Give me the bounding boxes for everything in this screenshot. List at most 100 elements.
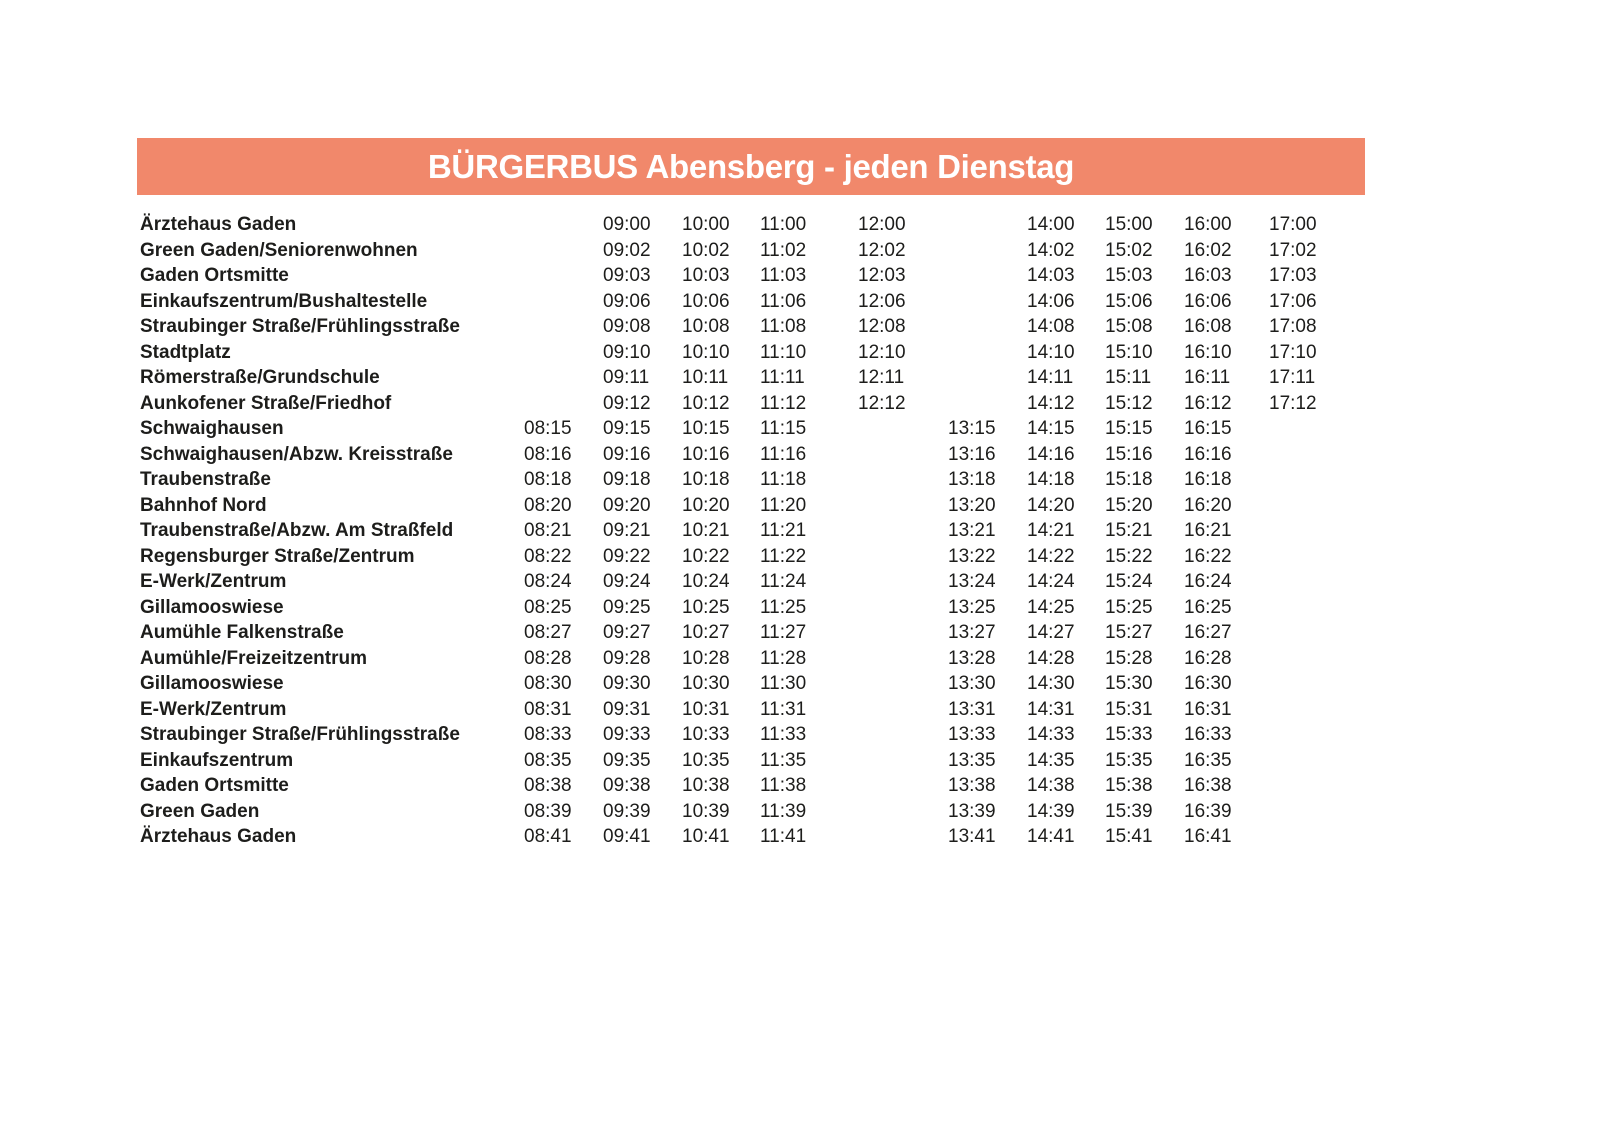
departure-time: 13:27 bbox=[948, 622, 996, 643]
departure-time: 11:15 bbox=[760, 418, 807, 439]
stop-name: Einkaufszentrum bbox=[140, 749, 294, 771]
departure-time: 11:02 bbox=[760, 239, 807, 261]
departure-time: 17:08 bbox=[1269, 316, 1317, 337]
departure-time: 11:24 bbox=[760, 571, 807, 592]
departure-time: 16:18 bbox=[1184, 469, 1232, 490]
departure-time: 11:10 bbox=[760, 341, 807, 363]
departure-time bbox=[1269, 442, 1329, 468]
stop-name: Regensburger Straße/Zentrum bbox=[140, 545, 415, 567]
stop-name: Einkaufszentrum/Bushaltestelle bbox=[140, 290, 428, 312]
departure-time: 14:31 bbox=[1027, 698, 1075, 720]
departure-time bbox=[1269, 646, 1329, 672]
departure-time: 09:22 bbox=[603, 545, 651, 567]
departure-time: 14:35 bbox=[1027, 749, 1075, 771]
departure-time: 10:39 bbox=[682, 800, 730, 822]
departure-time bbox=[858, 671, 948, 697]
departure-time: 10:41 bbox=[682, 826, 730, 847]
departure-time: 12:11 bbox=[858, 367, 905, 388]
departure-time: 16:03 bbox=[1184, 265, 1232, 286]
departure-time: 08:25 bbox=[524, 596, 572, 618]
departure-time: 15:41 bbox=[1105, 826, 1153, 847]
stop-name: Gaden Ortsmitte bbox=[140, 775, 289, 796]
departure-time bbox=[524, 212, 603, 238]
departure-time: 13:22 bbox=[948, 545, 996, 567]
departure-time: 13:24 bbox=[948, 571, 996, 592]
departure-time: 12:00 bbox=[858, 214, 906, 235]
departure-time: 15:11 bbox=[1105, 367, 1152, 388]
departure-time: 14:33 bbox=[1027, 724, 1075, 745]
departure-time: 10:06 bbox=[682, 290, 730, 312]
departure-time: 15:30 bbox=[1105, 673, 1153, 694]
departure-time: 14:22 bbox=[1027, 545, 1075, 567]
departure-time bbox=[948, 212, 1027, 238]
departure-time: 14:20 bbox=[1027, 494, 1075, 516]
departure-time bbox=[948, 263, 1027, 289]
departure-time: 16:24 bbox=[1184, 571, 1232, 592]
stop-name: Straubinger Straße/Frühlingsstraße bbox=[140, 316, 460, 337]
departure-time: 16:06 bbox=[1184, 290, 1232, 312]
departure-time: 14:11 bbox=[1027, 367, 1074, 388]
timetable-row: Gillamooswiese 08:30 09:30 10:30 11:30 13:30 1… bbox=[140, 671, 1329, 697]
departure-time: 11:35 bbox=[760, 749, 807, 771]
timetable-row: Ärztehaus Gaden 09:00 10:00 11:00 12:00 14:00… bbox=[140, 212, 1329, 238]
departure-time bbox=[858, 799, 948, 825]
departure-time: 10:22 bbox=[682, 545, 730, 567]
departure-time: 10:00 bbox=[682, 214, 730, 235]
departure-time: 09:38 bbox=[603, 775, 651, 796]
departure-time: 08:27 bbox=[524, 622, 572, 643]
timetable-row: Gaden Ortsmitte 08:38 09:38 10:38 11:38 13:38… bbox=[140, 773, 1329, 799]
departure-time: 10:02 bbox=[682, 239, 730, 261]
departure-time bbox=[1269, 773, 1329, 799]
departure-time: 10:27 bbox=[682, 622, 730, 643]
departure-time: 09:15 bbox=[603, 418, 651, 439]
departure-time: 14:00 bbox=[1027, 214, 1075, 235]
departure-time bbox=[1269, 544, 1329, 570]
departure-time: 10:24 bbox=[682, 571, 730, 592]
departure-time bbox=[1269, 824, 1329, 850]
departure-time bbox=[1269, 416, 1329, 442]
departure-time: 15:06 bbox=[1105, 290, 1153, 312]
stop-name: Straubinger Straße/Frühlingsstraße bbox=[140, 724, 460, 745]
departure-time: 09:27 bbox=[603, 622, 651, 643]
departure-time: 16:12 bbox=[1184, 392, 1232, 414]
departure-time: 08:35 bbox=[524, 749, 572, 771]
departure-time: 14:08 bbox=[1027, 316, 1075, 337]
departure-time: 15:22 bbox=[1105, 545, 1153, 567]
departure-time bbox=[948, 340, 1027, 366]
departure-time: 09:02 bbox=[603, 239, 651, 261]
departure-time: 10:03 bbox=[682, 265, 730, 286]
departure-time bbox=[858, 824, 948, 850]
departure-time bbox=[1269, 671, 1329, 697]
departure-time: 11:16 bbox=[760, 443, 807, 465]
departure-time: 09:12 bbox=[603, 392, 651, 414]
departure-time: 14:30 bbox=[1027, 673, 1075, 694]
stop-name: Gillamooswiese bbox=[140, 596, 284, 618]
departure-time: 11:38 bbox=[760, 775, 807, 796]
timetable-row: E-Werk/Zentrum 08:31 09:31 10:31 11:31 13:31 1… bbox=[140, 697, 1329, 723]
departure-time: 14:25 bbox=[1027, 596, 1075, 618]
departure-time: 16:33 bbox=[1184, 724, 1232, 745]
timetable-row: Stadtplatz 09:10 10:10 11:10 12:10 14:10 15:10… bbox=[140, 340, 1329, 366]
departure-time bbox=[524, 365, 603, 391]
departure-time: 16:11 bbox=[1184, 367, 1231, 388]
departure-time: 15:08 bbox=[1105, 316, 1153, 337]
departure-time: 14:27 bbox=[1027, 622, 1075, 643]
timetable-row: Gillamooswiese 08:25 09:25 10:25 11:25 13:25 1… bbox=[140, 595, 1329, 621]
departure-time: 16:38 bbox=[1184, 775, 1232, 796]
departure-time bbox=[948, 365, 1027, 391]
departure-time bbox=[858, 620, 948, 646]
stop-name: Gillamooswiese bbox=[140, 673, 284, 694]
departure-time: 10:38 bbox=[682, 775, 730, 796]
departure-time: 09:24 bbox=[603, 571, 651, 592]
departure-time: 15:38 bbox=[1105, 775, 1153, 796]
departure-time: 10:25 bbox=[682, 596, 730, 618]
stop-name: Gaden Ortsmitte bbox=[140, 265, 289, 286]
stop-name: Stadtplatz bbox=[140, 341, 231, 363]
departure-time bbox=[1269, 569, 1329, 595]
departure-time: 11:12 bbox=[760, 392, 807, 414]
departure-time: 10:33 bbox=[682, 724, 730, 745]
departure-time: 15:16 bbox=[1105, 443, 1153, 465]
stop-name: Schwaighausen/Abzw. Kreisstraße bbox=[140, 443, 453, 465]
departure-time bbox=[858, 416, 948, 442]
timetable-row: Aumühle Falkenstraße 08:27 09:27 10:27 11:27… bbox=[140, 620, 1329, 646]
